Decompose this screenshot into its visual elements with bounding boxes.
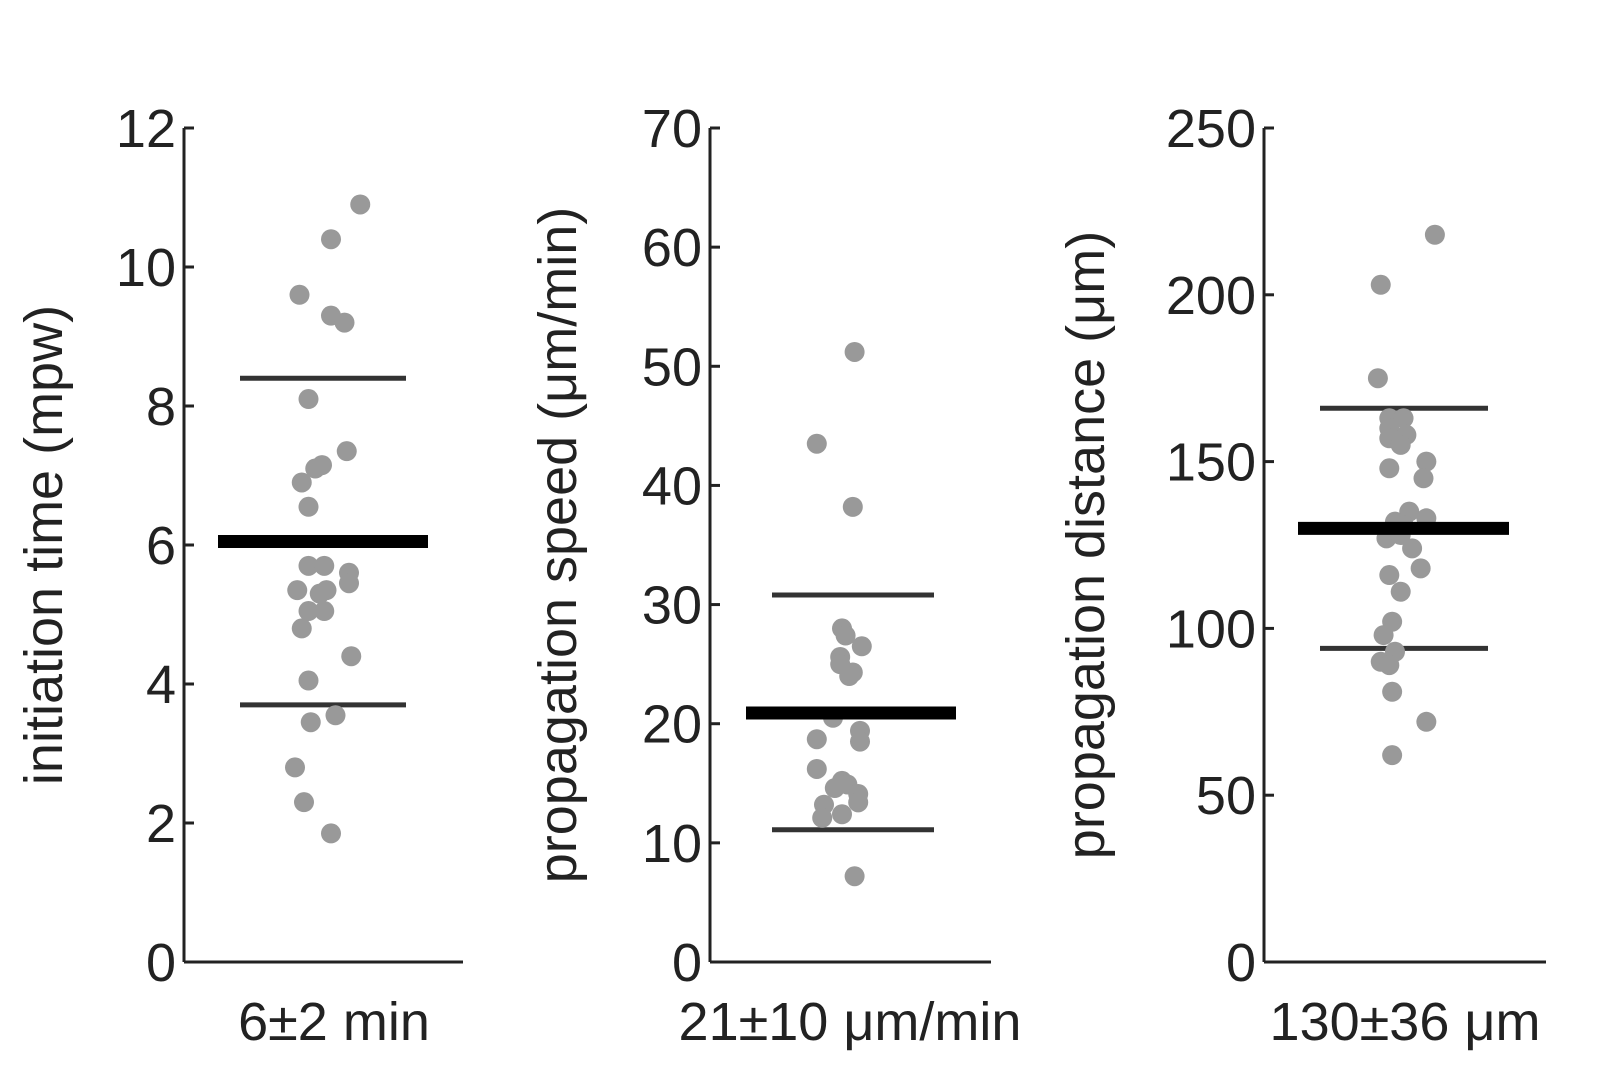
y-axis-label: propagation distance (μm) xyxy=(1056,231,1116,859)
data-point xyxy=(291,618,312,639)
data-point xyxy=(842,662,863,683)
panel-initiation-time: 0 2 4 6 8 10 12 initiation time (mpw) 6±2 min xyxy=(14,99,463,1052)
data-point xyxy=(848,792,869,813)
data-point xyxy=(812,807,833,828)
y-tick-label: 0 xyxy=(146,933,176,993)
y-tick-label: 50 xyxy=(1196,766,1256,826)
data-point xyxy=(287,580,308,601)
data-point xyxy=(1379,565,1400,586)
data-point xyxy=(1402,538,1423,559)
data-point xyxy=(298,496,319,517)
data-point xyxy=(316,580,337,601)
data-point xyxy=(1410,558,1431,579)
data-point xyxy=(294,792,314,813)
data-point xyxy=(851,636,872,657)
y-tick-label: 6 xyxy=(146,516,176,576)
data-point xyxy=(832,804,852,825)
data-point xyxy=(350,194,371,215)
data-point xyxy=(844,341,865,362)
y-tick-label: 0 xyxy=(1226,933,1256,993)
y-tick-label: 40 xyxy=(642,456,702,516)
data-point xyxy=(325,705,346,726)
data-point xyxy=(1367,368,1388,389)
y-tick-label: 250 xyxy=(1166,99,1256,159)
y-tick-label: 50 xyxy=(642,337,702,397)
data-point xyxy=(1382,745,1403,766)
data-point xyxy=(844,866,865,887)
y-tick-label: 100 xyxy=(1166,599,1256,659)
data-point xyxy=(285,757,305,778)
data-point xyxy=(334,312,355,333)
data-point xyxy=(336,441,357,462)
summary-label: 6±2 min xyxy=(238,992,430,1052)
data-point xyxy=(1379,458,1400,479)
y-tick-label: 2 xyxy=(146,794,176,854)
data-point xyxy=(835,625,856,646)
data-point xyxy=(1373,625,1394,646)
summary-label: 21±10 μm/min xyxy=(679,992,1022,1052)
y-tick-label: 10 xyxy=(642,814,702,874)
data-point xyxy=(806,758,827,779)
y-tick-label: 12 xyxy=(116,99,176,159)
data-point xyxy=(1416,711,1437,732)
data-point xyxy=(314,601,335,622)
data-point xyxy=(321,823,341,844)
y-tick-label: 0 xyxy=(672,933,702,993)
panel-propagation-distance: 0 50 100 150 200 250 propagation distance (μm)… xyxy=(1056,99,1546,1052)
data-point xyxy=(806,433,827,454)
data-point xyxy=(1393,408,1414,429)
data-point xyxy=(298,555,319,576)
summary-label: 130±36 μm xyxy=(1270,992,1541,1052)
y-tick-label: 20 xyxy=(642,695,702,755)
data-point xyxy=(1382,681,1403,702)
data-point xyxy=(339,573,359,594)
data-point xyxy=(298,670,319,691)
data-point xyxy=(824,778,845,799)
y-tick-label: 70 xyxy=(642,99,702,159)
data-point xyxy=(314,555,335,576)
data-point xyxy=(289,284,310,305)
data-point xyxy=(806,729,827,750)
data-point xyxy=(1390,581,1411,602)
y-axis-label: propagation speed (μm/min) xyxy=(528,207,588,883)
data-point xyxy=(1424,224,1445,245)
y-tick-label: 4 xyxy=(146,655,176,715)
data-point xyxy=(312,455,332,476)
data-point xyxy=(850,731,870,752)
data-point xyxy=(1370,274,1391,295)
y-tick-label: 10 xyxy=(116,238,176,298)
data-point xyxy=(321,229,341,250)
y-tick-label: 30 xyxy=(642,576,702,636)
y-tick-label: 150 xyxy=(1166,433,1256,493)
data-point xyxy=(842,496,863,517)
panel-propagation-speed: 0 10 20 30 40 50 60 70 propagation speed (μm/min… xyxy=(528,99,1021,1052)
data-point xyxy=(1416,451,1437,472)
y-tick-label: 8 xyxy=(146,377,176,437)
data-point xyxy=(300,712,321,733)
data-point xyxy=(1390,434,1411,455)
y-tick-label: 60 xyxy=(642,218,702,278)
data-point xyxy=(298,389,319,410)
y-axis-label: initiation time (mpw) xyxy=(14,305,74,785)
data-point xyxy=(298,601,319,622)
data-point xyxy=(1379,655,1400,676)
data-point xyxy=(1413,468,1434,489)
data-point xyxy=(341,646,362,667)
y-tick-label: 200 xyxy=(1166,266,1256,326)
data-point xyxy=(291,472,312,493)
